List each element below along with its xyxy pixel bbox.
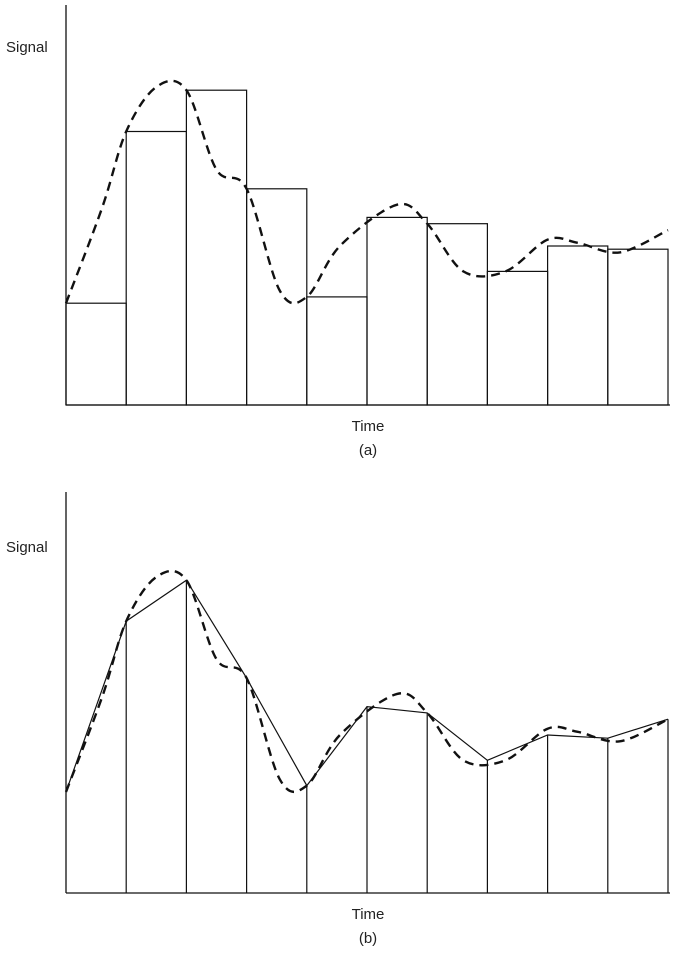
hold-rectangle [607,248,669,406]
panel-b-sample-lines [125,580,669,893]
panel-b-continuous-signal [64,569,669,794]
hold-rectangle [246,188,308,406]
panel-b-y-label: Signal [6,539,48,556]
hold-rectangle [306,296,368,406]
panel-a: Signal Time (a) [6,5,670,459]
hold-rectangle [486,270,549,406]
hold-rectangle [65,302,127,406]
hold-rectangle [546,245,609,406]
panel-a-y-label: Signal [6,39,48,56]
hold-rectangle [366,216,428,406]
panel-b-x-label: Time [352,906,385,923]
hold-rectangle [426,223,489,406]
panel-a-hold-rectangles [65,89,669,406]
panel-a-caption: (a) [359,442,377,459]
panel-a-continuous-signal [64,79,669,305]
panel-b-linear-interpolation [65,579,669,793]
panel-b-caption: (b) [359,930,377,947]
hold-rectangle [185,89,248,406]
panel-a-x-label: Time [352,418,385,435]
panel-b: Signal Time (b) [6,492,670,947]
hold-rectangle [125,130,187,406]
